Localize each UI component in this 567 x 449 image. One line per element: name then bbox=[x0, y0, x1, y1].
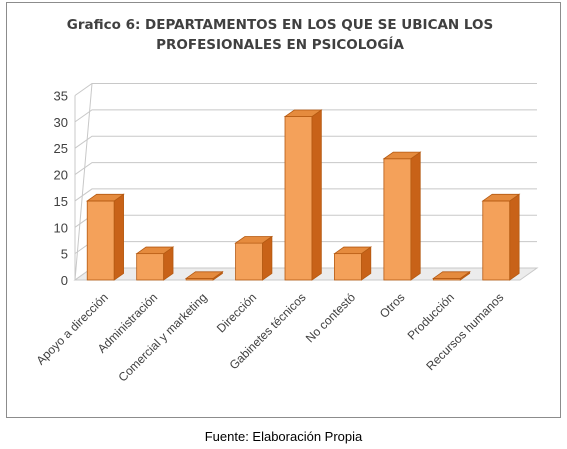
wall-edge bbox=[74, 83, 93, 281]
bar bbox=[481, 193, 521, 281]
bar bbox=[432, 271, 471, 281]
y-tick-label: 10 bbox=[54, 220, 68, 235]
bars bbox=[85, 109, 521, 281]
y-tick-label: 35 bbox=[54, 89, 68, 104]
x-tick-label: Comercial y marketing bbox=[115, 290, 209, 384]
x-tick-label: No contestó bbox=[303, 290, 358, 345]
y-tick-label: 15 bbox=[54, 194, 68, 209]
y-tick-label: 25 bbox=[54, 141, 68, 156]
source-caption: Fuente: Elaboración Propia bbox=[204, 429, 363, 444]
bar-front bbox=[482, 200, 511, 281]
bar-front bbox=[334, 253, 362, 281]
bar bbox=[283, 109, 323, 281]
bar-top bbox=[135, 246, 175, 255]
bar bbox=[382, 151, 422, 281]
bar-front bbox=[136, 253, 165, 281]
bar bbox=[135, 246, 175, 281]
bar-side bbox=[262, 235, 273, 281]
x-tick-label: Dirección bbox=[214, 290, 259, 335]
y-tick-label: 30 bbox=[54, 115, 68, 130]
x-axis: Apoyo a direcciónAdministraciónComercial… bbox=[33, 290, 506, 385]
y-axis: 0 5 10 15 20 25 30 35 bbox=[54, 89, 68, 289]
gridline bbox=[74, 135, 537, 149]
bar-side bbox=[113, 193, 124, 281]
bar bbox=[234, 235, 274, 281]
x-tick-label: Producción bbox=[405, 290, 457, 342]
bar-side bbox=[509, 193, 520, 281]
bar-top bbox=[333, 246, 373, 255]
bar-top bbox=[184, 271, 224, 279]
chart-title-line-2: PROFESIONALES EN PSICOLOGÍA bbox=[156, 36, 404, 53]
bar-chart: Grafico 6: DEPARTAMENTOS EN LOS QUE SE U… bbox=[33, 17, 539, 385]
bar bbox=[333, 246, 373, 281]
bar bbox=[184, 271, 224, 281]
bar-top bbox=[432, 271, 471, 279]
bar-side bbox=[311, 109, 322, 281]
bar-front bbox=[284, 116, 313, 281]
bar-front bbox=[86, 200, 115, 281]
bar-top bbox=[382, 151, 422, 160]
bar bbox=[85, 193, 125, 281]
y-tick-label: 20 bbox=[54, 168, 68, 183]
bar-top bbox=[283, 109, 323, 117]
bar-side bbox=[410, 151, 421, 281]
y-tick-label: 0 bbox=[61, 273, 68, 288]
bar-top bbox=[234, 236, 274, 244]
y-tick-label: 5 bbox=[61, 247, 68, 262]
bar-top bbox=[481, 193, 521, 202]
bar-front bbox=[383, 158, 412, 281]
chart-title-line-1: Grafico 6: DEPARTAMENTOS EN LOS QUE SE U… bbox=[67, 17, 494, 33]
x-tick-label: Otros bbox=[377, 290, 408, 321]
x-tick-label: Apoyo a dirección bbox=[33, 290, 110, 367]
bar-front bbox=[235, 242, 263, 281]
gridline bbox=[74, 109, 537, 123]
bar-top bbox=[85, 193, 125, 202]
gridline bbox=[74, 83, 537, 96]
chart-title: Grafico 6: DEPARTAMENTOS EN LOS QUE SE U… bbox=[67, 17, 494, 53]
